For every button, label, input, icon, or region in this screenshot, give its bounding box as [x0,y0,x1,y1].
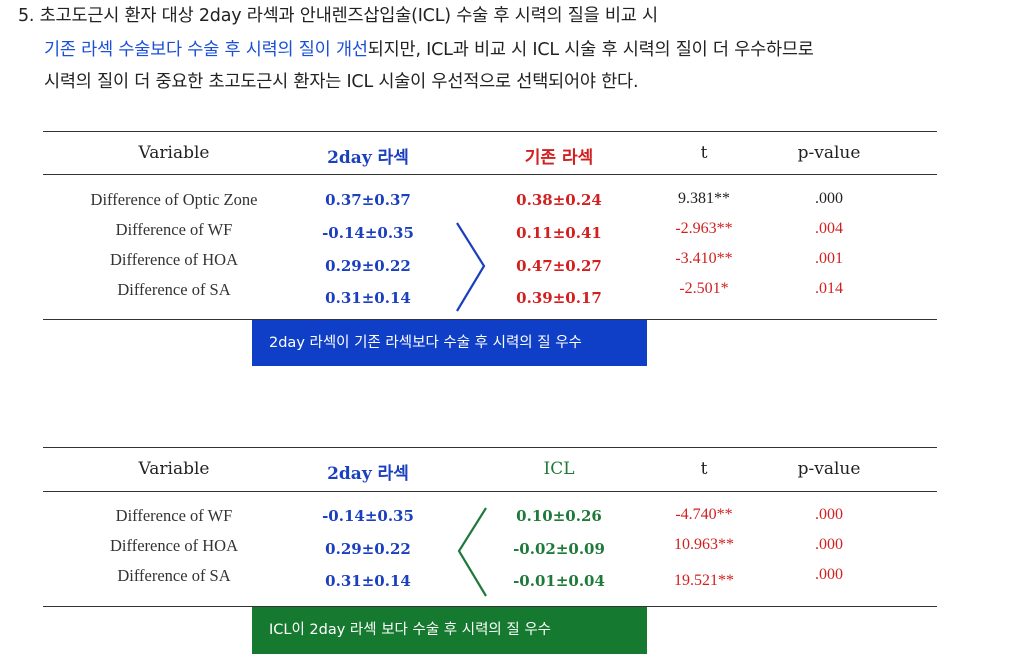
table-header-rule [43,491,937,492]
table-bottom-rule [43,319,937,320]
row-t-value: -3.410** [675,250,733,267]
header-p-value: p-value [797,459,861,479]
row-t-value: 19.521** [674,572,734,589]
table-top-rule [43,131,937,132]
table-header-rule [43,174,937,175]
row-variable: Difference of SA [117,566,231,585]
row-2day-value: 0.31±0.14 [325,572,411,590]
greater-than-chevron-icon [456,222,486,312]
header-t: t [700,459,708,479]
heading-line-2: 기존 라섹 수술보다 수술 후 시력의 질이 개선되지만, ICL과 비교 시 … [44,37,814,63]
row-p-value: .000 [815,190,843,207]
row-t-value: 10.963** [674,536,734,553]
row-2day-value: 0.29±0.22 [325,257,411,275]
heading-highlight: 기존 라섹 수술보다 수술 후 시력의 질이 개선 [44,40,368,60]
conclusion-banner-icl: ICL이 2day 라섹 보다 수술 후 시력의 질 우수 [252,607,647,654]
row-icl-value: 0.10±0.26 [516,507,602,525]
row-2day-value: 0.37±0.37 [325,191,411,209]
header-conventional-lasek: 기존 라섹 [524,148,594,168]
row-variable: Difference of WF [115,220,233,239]
heading-line-3: 시력의 질이 더 중요한 초고도근시 환자는 ICL 시술이 우선적으로 선택되… [44,72,639,92]
row-variable: Difference of HOA [110,250,238,269]
row-conventional-value: 0.47±0.27 [516,257,602,275]
row-t-value: -4.740** [675,506,733,523]
row-p-value: .004 [815,220,843,237]
header-2day-lasek: 2day 라섹 [327,148,409,168]
row-2day-value: 0.31±0.14 [325,289,411,307]
row-p-value: .000 [815,566,843,583]
table-top-rule [43,447,937,448]
row-t-value: -2.501* [679,280,729,297]
row-2day-value: -0.14±0.35 [322,224,414,242]
row-icl-value: -0.02±0.09 [513,540,605,558]
row-conventional-value: 0.38±0.24 [516,191,602,209]
row-conventional-value: 0.11±0.41 [516,224,602,242]
row-icl-value: -0.01±0.04 [513,572,605,590]
header-icl: ICL [543,459,575,479]
row-p-value: .014 [815,280,843,297]
header-t: t [700,143,708,163]
row-variable: Difference of HOA [110,536,238,555]
header-2day-lasek: 2day 라섹 [327,464,409,484]
table-bottom-rule [43,606,937,607]
row-variable: Difference of SA [117,280,231,299]
heading-line-2-rest: 되지만, ICL과 비교 시 ICL 시술 후 시력의 질이 더 우수하므로 [367,40,814,60]
header-variable: Variable [138,143,210,163]
row-2day-value: 0.29±0.22 [325,540,411,558]
header-variable: Variable [138,459,210,479]
row-p-value: .000 [815,506,843,523]
row-conventional-value: 0.39±0.17 [516,289,602,307]
conclusion-banner-lasek: 2day 라섹이 기존 라섹보다 수술 후 시력의 질 우수 [252,320,647,366]
row-t-value: 9.381** [678,190,730,207]
row-2day-value: -0.14±0.35 [322,507,414,525]
header-p-value: p-value [797,143,861,163]
row-variable: Difference of WF [115,506,233,525]
heading-line-1: 5. 초고도근시 환자 대상 2day 라섹과 안내렌즈삽입술(ICL) 수술 … [18,6,658,26]
row-p-value: .000 [815,536,843,553]
row-p-value: .001 [815,250,843,267]
less-than-chevron-icon [457,507,487,597]
row-t-value: -2.963** [675,220,733,237]
row-variable: Difference of Optic Zone [90,190,258,209]
